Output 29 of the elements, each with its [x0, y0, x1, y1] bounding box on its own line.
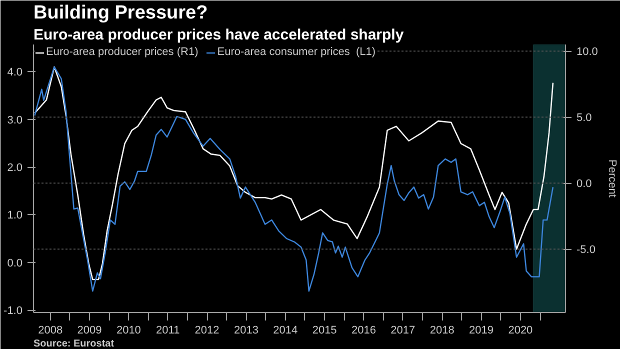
chart-title: Building Pressure?	[34, 2, 208, 24]
x-tick-label: 2018	[430, 324, 454, 336]
x-tick-label: 2011	[156, 324, 180, 336]
x-tick-label: 2017	[390, 324, 416, 336]
y-tick-label: 0.0	[7, 257, 23, 270]
y-tick-label: 4.0	[7, 66, 23, 79]
legend-label: Euro-area consumer prices (L1)	[217, 46, 376, 58]
y2-tick-label: 5.0	[576, 112, 592, 124]
x-tick-label: 2012	[194, 324, 220, 336]
x-tick-label: 2009	[77, 324, 102, 336]
y2-tick-label: 10.0	[576, 46, 598, 58]
x-tick-label: 2016	[352, 324, 376, 336]
y-tick-label: 3.0	[7, 114, 23, 126]
x-tick-label: 2013	[234, 324, 258, 336]
x-tick-label: 2014	[273, 324, 298, 336]
x-tick-label: 2020	[508, 324, 533, 336]
x-tick-label: 2019	[469, 324, 494, 336]
y-tick-label: -1.0	[4, 305, 23, 318]
chart-subtitle: Euro-area producer prices have accelerated sharply	[34, 26, 404, 44]
x-tick-label: 2008	[38, 324, 63, 336]
y-tick-label: 1.0	[7, 210, 23, 222]
x-tick-label: 2015	[312, 324, 337, 336]
y-tick-label: 2.0	[7, 162, 23, 174]
series-label: Euro-area producer prices (R1)	[46, 46, 198, 58]
source-note: Source: Eurostat	[34, 338, 115, 349]
x-tick-label: 2010	[116, 324, 141, 336]
y2-axis-title: Percent	[606, 160, 618, 198]
y2-tick-label: -5.0	[576, 244, 596, 256]
y2-tick-label: 0.0	[576, 178, 592, 190]
